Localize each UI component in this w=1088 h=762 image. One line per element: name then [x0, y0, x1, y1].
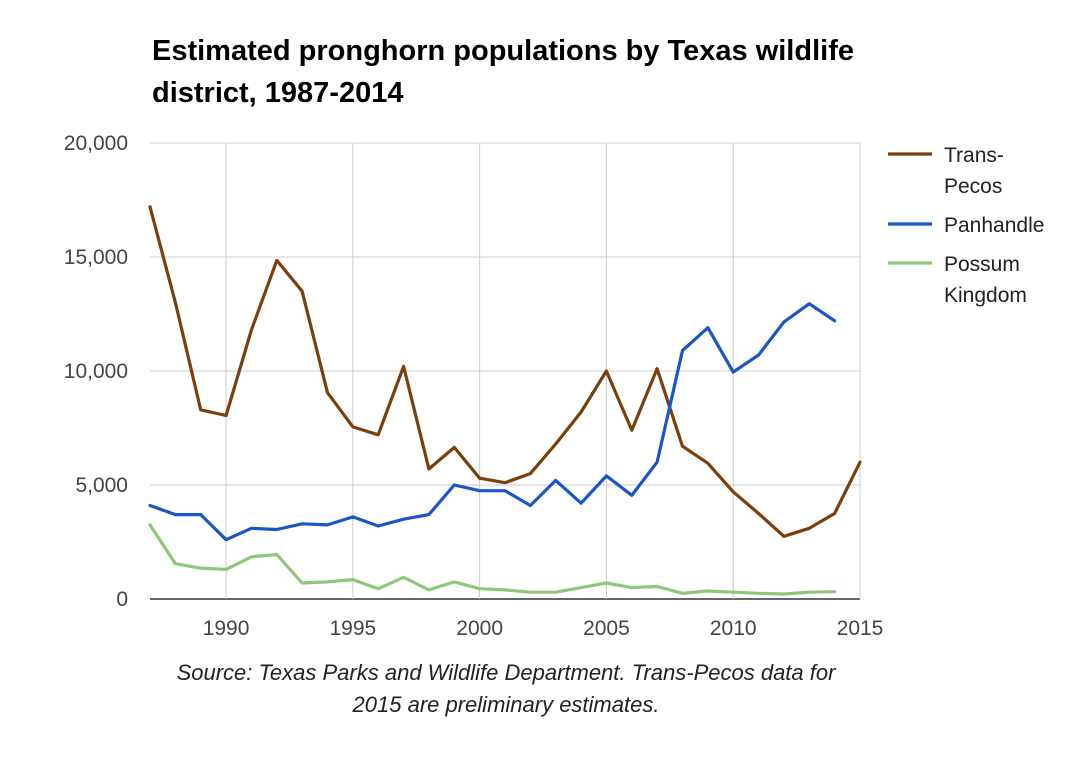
x-tick-label: 2000: [456, 617, 503, 640]
legend-label-trans-pecos: Trans-: [944, 144, 1004, 167]
y-tick-label: 15,000: [64, 246, 128, 269]
y-tick-label: 0: [116, 588, 128, 611]
panhandle-line: [148, 302, 837, 542]
y-axis-ticks: 0 5,000 10,000 15,000 20,000: [64, 132, 128, 611]
x-tick-label: 2015: [837, 617, 884, 640]
series-lines: [148, 205, 862, 596]
source-note: Source: Texas Parks and Wildlife Departm…: [176, 660, 836, 717]
legend: Trans- Pecos Panhandle Possum Kingdom: [888, 144, 1044, 307]
y-tick-label: 20,000: [64, 132, 128, 155]
legend-label-possum-kingdom: Kingdom: [944, 284, 1027, 307]
chart-title: Estimated pronghorn populations by Texas…: [152, 35, 854, 109]
y-tick-label: 10,000: [64, 360, 128, 383]
x-axis-ticks: 1990 1995 2000 2005 2010 2015: [203, 617, 884, 640]
x-tick-label: 2005: [583, 617, 630, 640]
line-chart: 1990 1995 2000 2005 2010 2015 0 5,000 10,000 15,…: [64, 132, 1045, 640]
x-tick-label: 1995: [329, 617, 376, 640]
legend-label-possum-kingdom: Possum: [944, 253, 1020, 276]
x-tick-label: 1990: [203, 617, 250, 640]
legend-label-panhandle: Panhandle: [944, 214, 1044, 237]
possum-kingdom-line: [148, 523, 837, 596]
grid-lines: [150, 142, 861, 600]
legend-label-trans-pecos: Pecos: [944, 175, 1002, 198]
trans-pecos-line: [148, 205, 862, 538]
y-tick-label: 5,000: [75, 474, 128, 497]
x-tick-label: 2010: [710, 617, 757, 640]
